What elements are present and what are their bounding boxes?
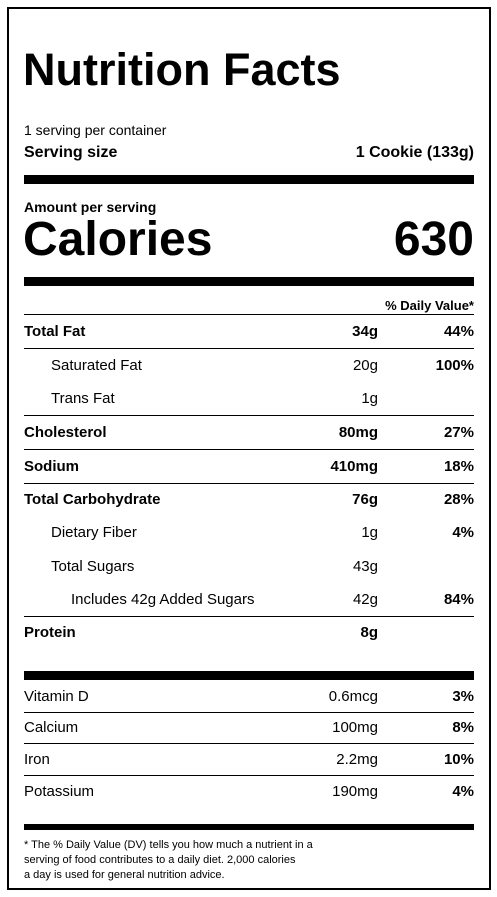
nutrient-dv: 27% [443, 424, 474, 441]
vitamin-dv: 4% [452, 783, 474, 800]
nutrient-name: Dietary Fiber [51, 524, 137, 541]
footnote-line: serving of food contributes to a daily d… [24, 854, 296, 866]
nutrient-row: Sodium 410mg 18% [24, 450, 474, 484]
rule [24, 314, 474, 315]
calories-value: 630 [393, 213, 474, 266]
vitamin-amount: 100mg [332, 719, 378, 736]
vitamin-dv: 3% [452, 688, 474, 705]
nutrient-amount: 1g [361, 390, 378, 407]
serving-size-label: Serving size [24, 144, 118, 161]
vitamin-name: Iron [24, 751, 50, 768]
nutrient-amount: 43g [352, 558, 378, 575]
vitamin-row: Calcium 100mg 8% [24, 712, 474, 744]
nutrient-name: Sodium [24, 458, 79, 475]
nutrient-name: Total Carbohydrate [24, 491, 161, 508]
footnote: * The % Daily Value (DV) tells you how m… [24, 838, 313, 883]
nutrient-amount: 34g [352, 323, 378, 340]
nutrient-row: Includes 42g Added Sugars 42g 84% [24, 583, 474, 617]
serving-size-value: 1 Cookie (133g) [355, 144, 474, 161]
vitamin-row: Iron 2.2mg 10% [24, 744, 474, 776]
nutrient-name: Total Sugars [51, 558, 135, 575]
nutrient-name: Saturated Fat [51, 357, 142, 374]
nutrient-dv: 100% [435, 357, 474, 374]
nutrient-dv: 4% [452, 524, 474, 541]
amount-per-serving: Amount per serving [24, 199, 157, 215]
nutrient-row: Total Carbohydrate 76g 28% [24, 483, 474, 516]
nutrient-amount: 76g [352, 491, 378, 508]
nutrient-amount: 80mg [338, 424, 378, 441]
vitamin-row: Potassium 190mg 4% [24, 776, 474, 807]
vitamin-name: Potassium [24, 783, 95, 800]
vitamin-amount: 190mg [332, 783, 378, 800]
nutrient-amount: 20g [352, 357, 378, 374]
nutrient-amount: 42g [352, 591, 378, 608]
footnote-line: a day is used for general nutrition advi… [24, 869, 225, 881]
nutrient-dv: 28% [443, 491, 474, 508]
vitamin-amount: 2.2mg [336, 751, 378, 768]
vitamin-dv: 8% [452, 719, 474, 736]
vitamin-row: Vitamin D 0.6mcg 3% [24, 681, 474, 713]
nutrient-dv: 44% [443, 323, 474, 340]
title: Nutrition Facts [23, 44, 341, 95]
thick-rule [24, 175, 474, 184]
nutrient-row: Total Fat 34g 44% [24, 315, 474, 349]
footnote-line: * The % Daily Value (DV) tells you how m… [24, 839, 313, 851]
thick-rule [24, 824, 474, 830]
nutrient-name: Cholesterol [24, 424, 107, 441]
nutrient-row: Trans Fat 1g [24, 382, 474, 416]
nutrient-name: Protein [24, 624, 76, 641]
vitamin-name: Vitamin D [24, 688, 89, 705]
vitamin-amount: 0.6mcg [328, 688, 378, 705]
nutrient-amount: 8g [360, 624, 378, 641]
nutrient-row: Total Sugars 43g [24, 550, 474, 583]
nutrient-name: Total Fat [24, 323, 86, 340]
nutrient-row: Dietary Fiber 1g 4% [24, 516, 474, 549]
nutrient-amount: 1g [361, 524, 378, 541]
vitamin-dv: 10% [443, 751, 474, 768]
label-border [7, 7, 491, 890]
thick-rule [24, 277, 474, 286]
nutrient-dv: 18% [443, 458, 474, 475]
nutrient-row: Cholesterol 80mg 27% [24, 416, 474, 450]
thick-rule [24, 671, 474, 680]
calories-label: Calories [23, 213, 213, 266]
nutrient-dv: 84% [443, 591, 474, 608]
daily-value-header: % Daily Value* [385, 298, 474, 313]
vitamin-name: Calcium [24, 719, 79, 736]
nutrient-row: Protein 8g [24, 616, 474, 649]
nutrient-row: Saturated Fat 20g 100% [24, 349, 474, 382]
nutrient-name: Includes 42g Added Sugars [71, 591, 255, 608]
nutrient-amount: 410mg [330, 458, 378, 475]
nutrient-name: Trans Fat [51, 390, 115, 407]
servings: 1 serving per container [24, 122, 167, 138]
